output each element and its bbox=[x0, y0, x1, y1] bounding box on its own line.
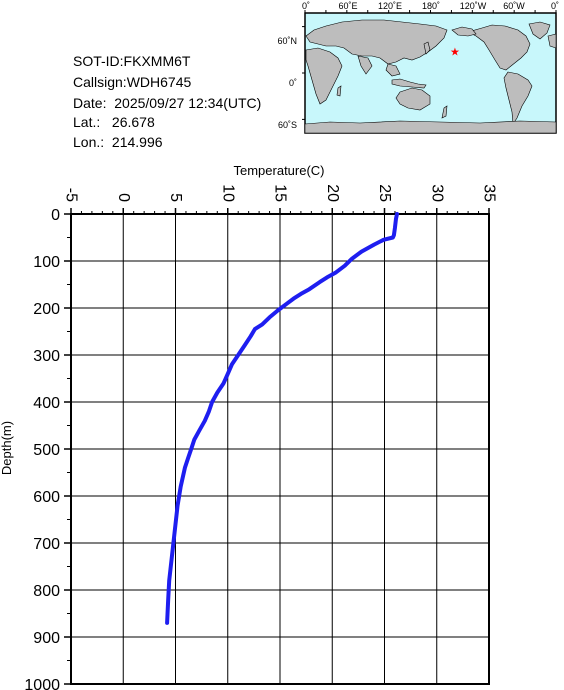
y-axis-label: Depth(m) bbox=[0, 421, 14, 475]
y-axis-ticks: 0 100 200 300 400 500 600 700 800 900 1000 bbox=[24, 207, 71, 690]
land-western-europe bbox=[547, 33, 557, 49]
map-tick-eq: 0˚ bbox=[289, 78, 297, 88]
y-tick-label: 200 bbox=[33, 301, 60, 318]
y-tick-label: 0 bbox=[51, 207, 60, 224]
land-australia bbox=[395, 87, 431, 111]
x-tick-label: 25 bbox=[376, 184, 393, 202]
y-tick-label: 1000 bbox=[24, 677, 60, 690]
land-madagascar bbox=[336, 85, 342, 97]
y-tick-label: 300 bbox=[33, 348, 60, 365]
map-tick-60e: 60˚E bbox=[338, 1, 357, 11]
map-frame-ticks bbox=[302, 10, 557, 120]
y-tick-label: 600 bbox=[33, 489, 60, 506]
x-tick-label: 10 bbox=[219, 184, 236, 202]
x-tick-label: -5 bbox=[63, 188, 80, 202]
land-south-america bbox=[503, 71, 533, 125]
y-tick-label: 900 bbox=[33, 630, 60, 647]
land-india bbox=[357, 55, 373, 75]
land-eurasia bbox=[305, 19, 448, 65]
temperature-depth-chart: -5 0 5 10 15 20 25 30 35 01002003004005006007008… bbox=[0, 163, 498, 690]
date: Date: 2025/09/27 12:34(UTC) bbox=[73, 95, 262, 111]
x-axis-ticks: -5 0 5 10 15 20 25 30 35 bbox=[63, 184, 498, 214]
world-map: 0˚ 60˚E 120˚E 180˚ 120˚W 60˚W 0˚ 60˚N 0˚… bbox=[277, 1, 559, 134]
land-japan bbox=[423, 41, 431, 55]
callsign: Callsign:WDH6745 bbox=[73, 74, 192, 90]
station-marker-star: ★ bbox=[450, 46, 460, 58]
land-africa bbox=[305, 47, 343, 105]
x-tick-label: 0 bbox=[115, 193, 132, 202]
land-greenland bbox=[528, 21, 551, 40]
land-antarctica bbox=[304, 120, 557, 134]
x-tick-label: 20 bbox=[324, 184, 341, 202]
y-tick-label: 800 bbox=[33, 583, 60, 600]
map-tick-60w: 60˚W bbox=[503, 1, 525, 11]
land-north-america bbox=[467, 24, 531, 71]
y-tick-label: 700 bbox=[33, 536, 60, 553]
x-tick-label: 15 bbox=[272, 184, 289, 202]
land-alaska bbox=[451, 26, 477, 37]
y-tick-label: 100 bbox=[33, 254, 60, 271]
map-tick-180: 180˚ bbox=[422, 1, 440, 11]
x-tick-label: 5 bbox=[167, 193, 184, 202]
land-new-zealand bbox=[441, 105, 448, 119]
land-indonesia bbox=[391, 78, 427, 89]
map-tick-0e: 0˚ bbox=[302, 1, 310, 11]
sot-id: SOT-ID:FKXMM6T bbox=[73, 53, 191, 69]
land-se-asia bbox=[385, 63, 401, 77]
plot-frame bbox=[70, 213, 490, 685]
map-left-tick-labels: 60˚N 0˚ 60˚S bbox=[277, 36, 297, 130]
x-tick-label: 35 bbox=[481, 184, 498, 202]
temperature-profile-line bbox=[165, 212, 399, 625]
longitude: Lon.: 214.996 bbox=[73, 134, 163, 150]
map-tick-60n: 60˚N bbox=[277, 36, 297, 46]
y-tick-label: 500 bbox=[33, 442, 60, 459]
map-tick-0w: 0˚ bbox=[551, 1, 559, 11]
map-top-tick-labels: 0˚ 60˚E 120˚E 180˚ 120˚W 60˚W 0˚ bbox=[302, 1, 559, 11]
x-tick-label: 30 bbox=[428, 184, 445, 202]
map-tick-60s: 60˚S bbox=[278, 120, 297, 130]
map-land bbox=[304, 19, 557, 134]
chart-grid bbox=[70, 213, 490, 685]
map-tick-120e: 120˚E bbox=[378, 1, 402, 11]
latitude: Lat.: 26.678 bbox=[73, 114, 155, 130]
y-tick-label: 400 bbox=[33, 395, 60, 412]
x-axis-label: Temperature(C) bbox=[233, 163, 324, 178]
map-tick-120w: 120˚W bbox=[460, 1, 487, 11]
